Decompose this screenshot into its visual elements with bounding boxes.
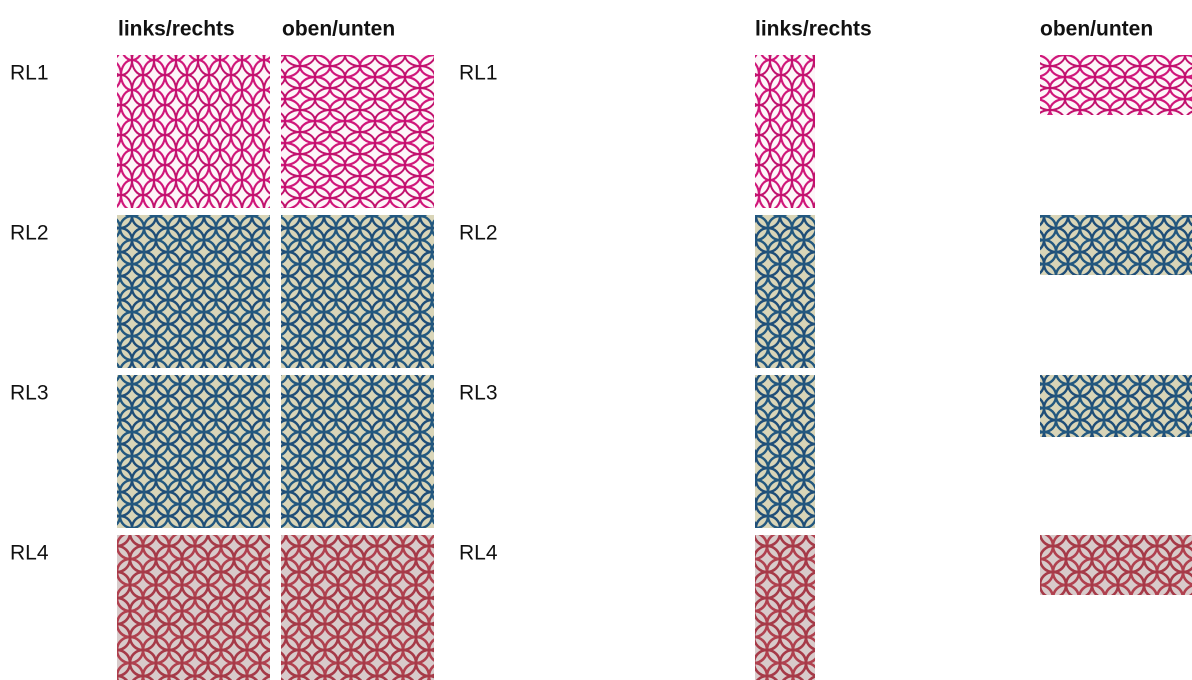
texture [1040,55,1192,115]
texture [281,535,434,680]
texture [117,215,270,368]
column-header: links/rechts [755,18,872,41]
row-label: RL1 [10,62,49,85]
texture [117,375,270,528]
texture [755,535,815,680]
row-label: RL4 [10,542,49,565]
row-label: RL3 [10,382,49,405]
texture [755,375,815,528]
row-label: RL4 [459,542,498,565]
row-label: RL2 [459,222,498,245]
row-label: RL3 [459,382,498,405]
column-header: oben/unten [282,18,395,41]
column-header: oben/unten [1040,18,1153,41]
texture [281,375,434,528]
texture [1040,375,1192,437]
texture [755,215,815,368]
texture [281,215,434,368]
row-label: RL2 [10,222,49,245]
row-label: RL1 [459,62,498,85]
texture [1040,535,1192,595]
texture [755,55,815,208]
texture [117,535,270,680]
column-header: links/rechts [118,18,235,41]
texture [117,55,270,208]
texture [281,55,434,208]
texture-images [117,55,1192,680]
texture [1040,215,1192,275]
